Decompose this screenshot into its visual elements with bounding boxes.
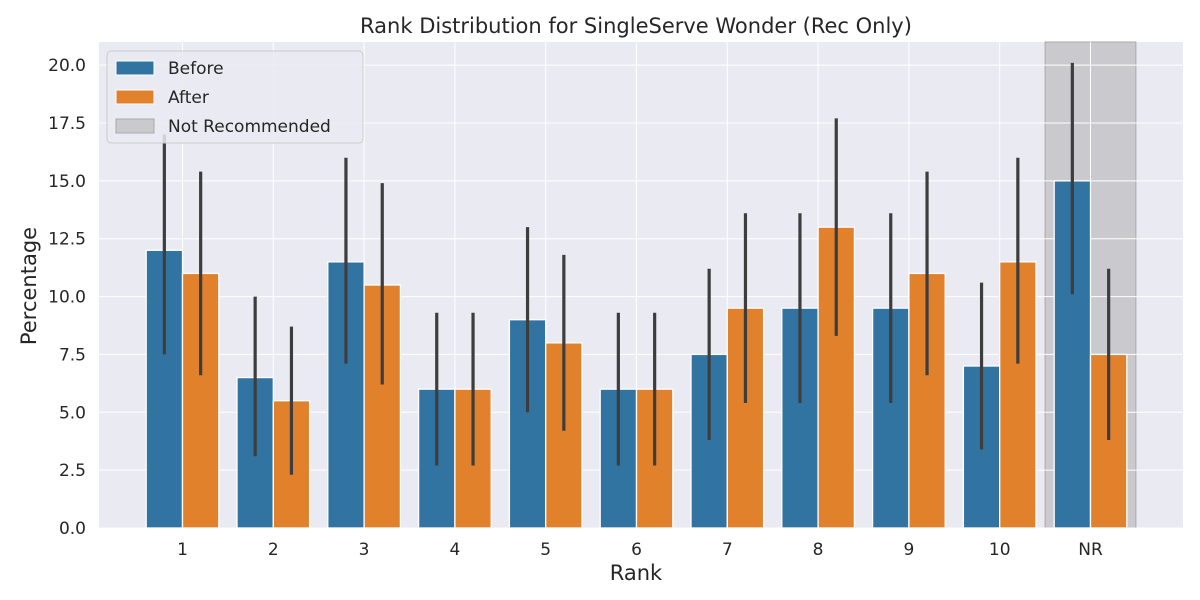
y-tick-label: 12.5 <box>48 230 86 250</box>
x-tick-label: 4 <box>449 540 460 560</box>
x-tick-label: 8 <box>813 540 824 560</box>
y-tick-label: 20.0 <box>48 56 86 76</box>
y-tick-label: 17.5 <box>48 114 86 134</box>
y-tick-label: 5.0 <box>59 403 86 423</box>
x-tick-label: 5 <box>540 540 551 560</box>
x-tick-label: 10 <box>989 540 1011 560</box>
x-tick-label: 1 <box>177 540 188 560</box>
chart-title: Rank Distribution for SingleServe Wonder… <box>360 14 912 38</box>
x-tick-label: 6 <box>631 540 642 560</box>
x-tick-label: 3 <box>359 540 370 560</box>
y-tick-label: 15.0 <box>48 172 86 192</box>
legend-label: After <box>168 88 209 108</box>
y-tick-label: 10.0 <box>48 288 86 308</box>
y-tick-label: 7.5 <box>59 345 86 365</box>
x-tick-label: NR <box>1078 540 1103 560</box>
x-axis-label: Rank <box>610 561 663 585</box>
x-tick-label: 7 <box>722 540 733 560</box>
legend-swatch <box>115 60 155 76</box>
legend-label: Before <box>168 59 224 79</box>
legend-box <box>106 50 364 144</box>
y-axis-label: Percentage <box>17 227 41 345</box>
y-tick-label: 0.0 <box>59 519 86 539</box>
x-tick-label: 2 <box>268 540 279 560</box>
legend-swatch <box>115 89 155 105</box>
legend-swatch <box>115 118 155 134</box>
legend-label: Not Recommended <box>168 117 331 137</box>
y-tick-label: 2.5 <box>59 461 86 481</box>
x-tick-label: 9 <box>903 540 914 560</box>
